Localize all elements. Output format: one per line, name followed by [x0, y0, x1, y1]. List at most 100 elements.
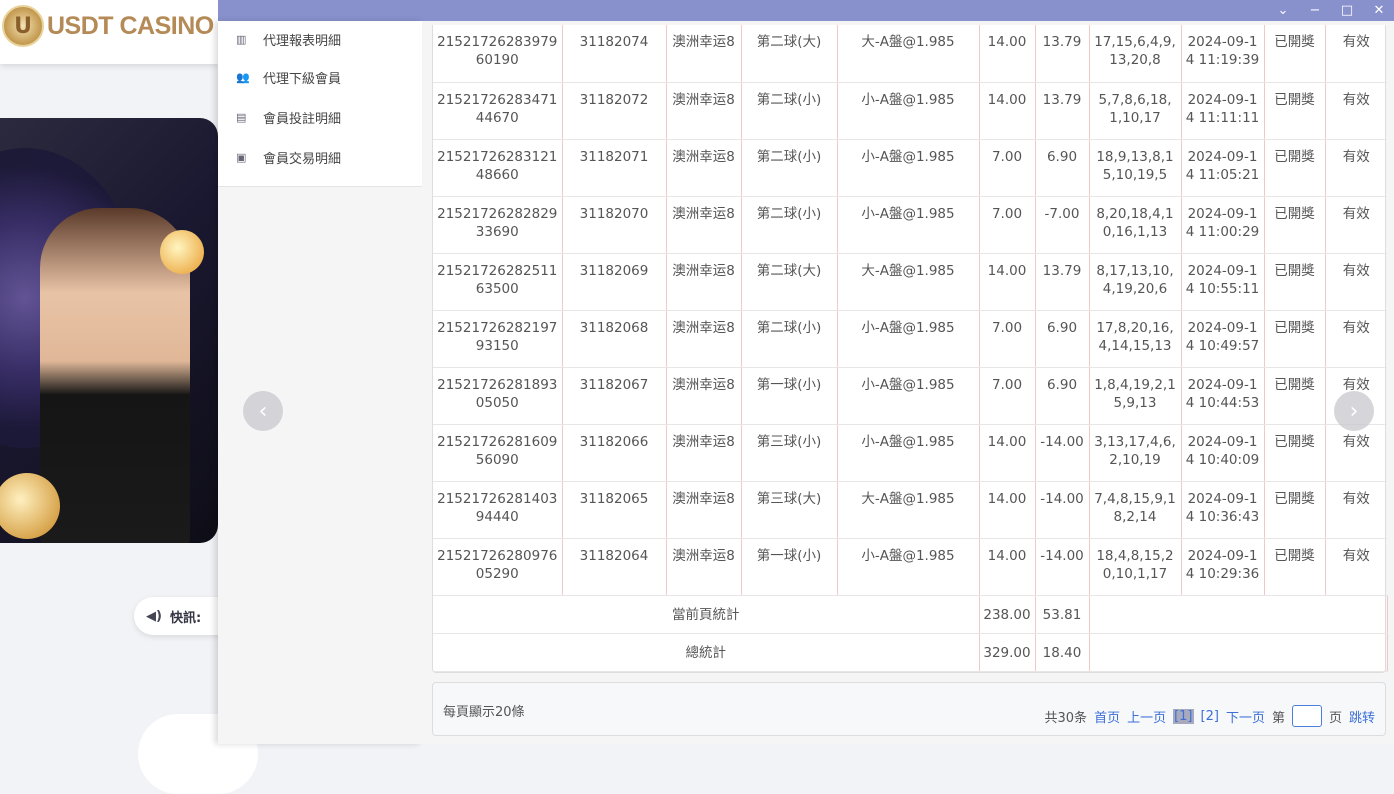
- draw-status-cell: 已開獎: [1264, 139, 1326, 197]
- bet-type-cell: 第二球(小): [741, 310, 838, 368]
- win-loss-cell: -14.00: [1035, 424, 1090, 482]
- draw-status-cell: 已開獎: [1264, 481, 1326, 539]
- chevron-right-icon: ›: [1349, 398, 1359, 424]
- bet-amount-cell: 14.00: [979, 253, 1036, 311]
- draw-result-cell: 17,15,6,4,9,13,20,8: [1089, 25, 1182, 83]
- carousel-prev-button[interactable]: ‹: [243, 391, 283, 431]
- table-row: 2152172628251163500 31182069 澳洲幸运8 第二球(大) 大-…: [433, 253, 1387, 311]
- pagination-bar: 每頁顯示20條 共30条 首页 上一页 [1] [2] 下一页 第 页 跳转: [432, 682, 1386, 736]
- window-titlebar: ⌄ − □ ✕: [218, 0, 1394, 21]
- page-link-1[interactable]: [1]: [1173, 708, 1194, 724]
- background-page: U USDT CASINO ◀) 快訊:: [0, 0, 258, 794]
- per-page-label: 每頁顯示20條: [443, 705, 525, 720]
- collapse-icon[interactable]: ⌄: [1277, 3, 1289, 18]
- draw-result-cell: 5,7,8,6,18,1,10,17: [1089, 82, 1182, 140]
- promo-banner[interactable]: [0, 118, 218, 543]
- table-row: 2152172628160956090 31182066 澳洲幸运8 第三球(小) 小-…: [433, 424, 1387, 482]
- chevron-left-icon: ‹: [258, 398, 268, 424]
- validity-cell: 有效: [1325, 424, 1387, 482]
- menu-item-agent-members[interactable]: 👥 代理下級會員: [218, 57, 422, 97]
- issue-number-cell: 31182074: [562, 25, 667, 83]
- draw-status-cell: 已開獎: [1264, 367, 1326, 425]
- page-number-input[interactable]: [1291, 705, 1322, 727]
- win-loss-cell: 13.79: [1035, 253, 1090, 311]
- summary-result: 18.40: [1035, 633, 1090, 672]
- table-row: 2152172628312148660 31182071 澳洲幸运8 第二球(小) 小-…: [433, 139, 1387, 197]
- bet-amount-cell: 14.00: [979, 481, 1036, 539]
- summary-label: 當前頁統計: [433, 595, 980, 634]
- validity-cell: 有效: [1325, 481, 1387, 539]
- table-row: 2152172628397960190 31182074 澳洲幸运8 第二球(大) 大-…: [433, 25, 1387, 83]
- sidebar: ▥ 代理報表明細 👥 代理下級會員 ▤ 會員投註明細 ▣ 會員交易明細: [218, 21, 422, 744]
- page-link-2[interactable]: [2]: [1200, 708, 1219, 724]
- users-icon: 👥: [236, 70, 250, 84]
- menu-item-member-bets[interactable]: ▤ 會員投註明細: [218, 97, 422, 137]
- bet-type-cell: 第二球(小): [741, 196, 838, 254]
- minimize-button[interactable]: −: [1309, 3, 1321, 18]
- bet-content-cell: 小-A盤@1.985: [837, 538, 980, 596]
- win-loss-cell: 13.79: [1035, 25, 1090, 83]
- bet-amount-cell: 7.00: [979, 310, 1036, 368]
- draw-result-cell: 1,8,4,19,2,15,9,13: [1089, 367, 1182, 425]
- bet-time-cell: 2024-09-14 11:05:21: [1181, 139, 1265, 197]
- billiard-ball-image: [160, 230, 204, 274]
- win-loss-cell: -7.00: [1035, 196, 1090, 254]
- list-icon: ▣: [236, 150, 247, 164]
- order-id-cell: 2152172628282933690: [433, 196, 563, 254]
- summary-row: 總統計 329.00 18.40: [433, 633, 1388, 672]
- draw-status-cell: 已開獎: [1264, 82, 1326, 140]
- bet-content-cell: 大-A盤@1.985: [837, 253, 980, 311]
- menu-item-member-transactions[interactable]: ▣ 會員交易明細: [218, 137, 422, 177]
- draw-result-cell: 8,20,18,4,10,16,1,13: [1089, 196, 1182, 254]
- draw-result-cell: 3,13,17,4,6,2,10,19: [1089, 424, 1182, 482]
- game-name-cell: 澳洲幸运8: [666, 481, 742, 539]
- bets-table: 2152172628397960190 31182074 澳洲幸运8 第二球(大) 大-…: [432, 25, 1388, 673]
- bet-time-cell: 2024-09-14 10:29:36: [1181, 538, 1265, 596]
- billiard-ball-image: [0, 473, 60, 539]
- bet-type-cell: 第三球(大): [741, 481, 838, 539]
- table-row: 2152172628219793150 31182068 澳洲幸运8 第二球(小) 小-…: [433, 310, 1387, 368]
- table-row: 2152172628347144670 31182072 澳洲幸运8 第二球(小) 小-…: [433, 82, 1387, 140]
- menu-item-agent-report[interactable]: ▥ 代理報表明細: [218, 21, 422, 57]
- bet-time-cell: 2024-09-14 11:19:39: [1181, 25, 1265, 83]
- game-name-cell: 澳洲幸运8: [666, 424, 742, 482]
- issue-number-cell: 31182069: [562, 253, 667, 311]
- bet-type-cell: 第二球(大): [741, 25, 838, 83]
- bet-amount-cell: 7.00: [979, 196, 1036, 254]
- summary-result: 53.81: [1035, 595, 1090, 634]
- maximize-button[interactable]: □: [1340, 3, 1354, 18]
- goto-suffix: 页: [1328, 710, 1342, 726]
- order-id-cell: 2152172628219793150: [433, 310, 563, 368]
- table-row: 2152172628282933690 31182070 澳洲幸运8 第二球(小) 小-…: [433, 196, 1387, 254]
- bet-content-cell: 小-A盤@1.985: [837, 82, 980, 140]
- close-button[interactable]: ✕: [1373, 3, 1385, 18]
- summary-row: 當前頁統計 238.00 53.81: [433, 595, 1388, 634]
- draw-result-cell: 18,9,13,8,15,10,19,5: [1089, 139, 1182, 197]
- order-id-cell: 2152172628397960190: [433, 25, 563, 83]
- draw-result-cell: 18,4,8,15,20,10,1,17: [1089, 538, 1182, 596]
- table-row: 2152172628189305050 31182067 澳洲幸运8 第一球(小) 小-…: [433, 367, 1387, 425]
- order-id-cell: 2152172628189305050: [433, 367, 563, 425]
- clipboard-icon: ▤: [236, 110, 247, 124]
- carousel-next-button[interactable]: ›: [1334, 391, 1374, 431]
- jump-button[interactable]: 跳转: [1348, 710, 1375, 726]
- next-page-link[interactable]: 下一页: [1225, 710, 1265, 726]
- validity-cell: 有效: [1325, 538, 1387, 596]
- issue-number-cell: 31182067: [562, 367, 667, 425]
- prev-page-link[interactable]: 上一页: [1127, 710, 1167, 726]
- bet-type-cell: 第二球(大): [741, 253, 838, 311]
- draw-status-cell: 已開獎: [1264, 424, 1326, 482]
- logo[interactable]: U USDT CASINO: [2, 5, 214, 47]
- bet-time-cell: 2024-09-14 10:55:11: [1181, 253, 1265, 311]
- win-loss-cell: 13.79: [1035, 82, 1090, 140]
- bet-content-cell: 小-A盤@1.985: [837, 424, 980, 482]
- menu-label: 會員投註明細: [263, 111, 342, 127]
- bet-content-cell: 大-A盤@1.985: [837, 25, 980, 83]
- draw-result-cell: 17,8,20,16,4,14,15,13: [1089, 310, 1182, 368]
- bet-type-cell: 第一球(小): [741, 538, 838, 596]
- bet-amount-cell: 14.00: [979, 82, 1036, 140]
- validity-cell: 有效: [1325, 310, 1387, 368]
- news-label: 快訊:: [169, 610, 202, 626]
- first-page-link[interactable]: 首页: [1094, 710, 1121, 726]
- bet-time-cell: 2024-09-14 10:49:57: [1181, 310, 1265, 368]
